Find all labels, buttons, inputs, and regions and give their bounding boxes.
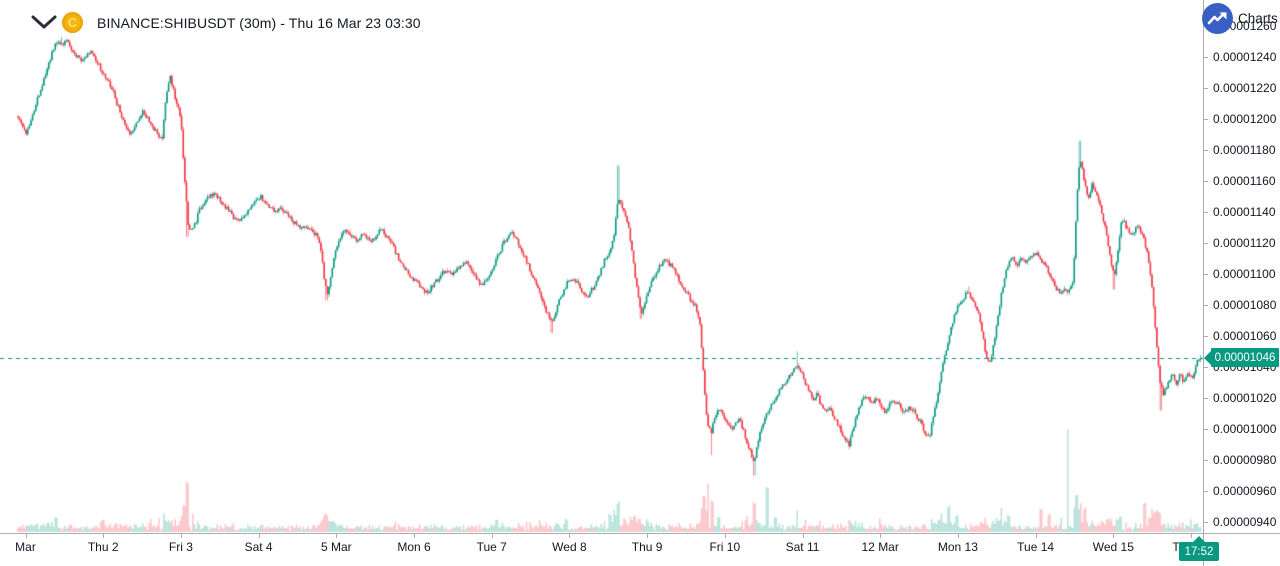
- time-tick-mark: [1191, 534, 1192, 538]
- time-tick-mark: [336, 534, 338, 538]
- countdown-notch-icon: [1193, 536, 1205, 542]
- time-tick-mark: [724, 534, 726, 538]
- price-axis-label: 0.00001100: [1213, 267, 1276, 281]
- time-tick-mark: [802, 534, 804, 538]
- price-tick-mark: [1204, 211, 1208, 213]
- collapse-chart-button[interactable]: [30, 10, 58, 34]
- time-axis-label: 12 Mar: [861, 540, 899, 554]
- price-tick-mark: [1204, 490, 1208, 492]
- time-axis-label: Thu 9: [631, 540, 663, 554]
- time-axis-label: 5 Mar: [320, 540, 352, 554]
- last-price-tag: 0.00001046: [1204, 348, 1280, 368]
- price-axis-label: 0.00000980: [1213, 453, 1277, 467]
- price-axis-label: 0.00001220: [1213, 81, 1277, 95]
- time-tick-mark: [957, 534, 959, 538]
- time-axis-label: Tue 14: [1017, 540, 1055, 554]
- price-tick-mark: [1204, 428, 1208, 430]
- time-axis-label: Sat 4: [244, 540, 273, 554]
- last-price-tag-arrow: [1204, 350, 1211, 365]
- price-axis-label: 0.00000940: [1213, 515, 1277, 529]
- price-axis-label: 0.00001180: [1213, 143, 1276, 157]
- tradingview-logo-icon: [1202, 3, 1233, 34]
- symbol-title: BINANCE:SHIBUSDT (30m) - Thu 16 Mar 23 0…: [97, 15, 421, 31]
- time-axis-label: Mar: [15, 540, 36, 554]
- time-tick-mark: [180, 534, 182, 538]
- price-tick-mark: [1204, 87, 1208, 89]
- tradingview-attribution-link[interactable]: Charts by TradingView: [1202, 3, 1280, 34]
- price-axis[interactable]: 0.00001260 0.00001240 0.00001220 0.00001200…: [1204, 0, 1280, 533]
- time-tick-mark: [491, 534, 493, 538]
- price-tick-mark: [1204, 397, 1208, 399]
- time-axis-label: Wed 15: [1092, 540, 1134, 554]
- price-axis-label: 0.00000960: [1213, 484, 1277, 498]
- price-axis-label: 0.00001140: [1213, 205, 1276, 219]
- time-axis-label: Wed 8: [552, 540, 587, 554]
- price-axis-label: 0.00001200: [1213, 112, 1277, 126]
- time-tick-mark: [569, 534, 571, 538]
- time-tick-mark: [25, 534, 27, 538]
- tradingview-attribution-label: Charts by TradingView: [1238, 11, 1280, 26]
- price-axis-label: 0.00001020: [1213, 391, 1277, 405]
- time-tick-mark: [880, 534, 882, 538]
- countdown-value: 17:52: [1184, 545, 1214, 558]
- price-axis-label: 0.00001060: [1213, 329, 1277, 343]
- time-axis-label: Mon 13: [937, 540, 978, 554]
- price-axis-label: 0.00001120: [1213, 236, 1276, 250]
- price-tick-mark: [1204, 180, 1208, 182]
- coin-icon: C: [62, 12, 83, 33]
- price-tick-mark: [1204, 304, 1208, 306]
- chevron-down-icon: [31, 15, 57, 29]
- time-tick-mark: [414, 534, 415, 538]
- time-tick-mark: [1035, 534, 1037, 538]
- price-tick-mark: [1204, 56, 1208, 58]
- time-axis-label: Thu 2: [87, 540, 119, 554]
- price-tick-mark: [1204, 335, 1208, 337]
- price-tick-mark: [1204, 149, 1208, 151]
- time-tick-mark: [1113, 534, 1115, 538]
- time-axis[interactable]: Mar Thu 2 Fri 3 Sat 4 5 Mar Mon 6 Tue 7 Wed 8 Th…: [0, 534, 1210, 566]
- bar-countdown: 17:52: [1179, 536, 1219, 561]
- time-axis-border: [0, 533, 1280, 534]
- time-tick-mark: [647, 534, 649, 538]
- price-tick-mark: [1204, 521, 1208, 523]
- price-axis-border: [1203, 0, 1204, 566]
- price-tick-mark: [1204, 273, 1208, 275]
- price-tick-mark: [1204, 459, 1208, 461]
- chart-header: C BINANCE:SHIBUSDT (30m) - Thu 16 Mar 23…: [0, 0, 900, 44]
- time-tick-mark: [103, 534, 105, 538]
- last-price-value: 0.00001046: [1214, 351, 1276, 364]
- price-axis-label: 0.00001080: [1213, 298, 1277, 312]
- last-price-tag-body: [1211, 348, 1279, 368]
- time-axis-label: Fri 3: [168, 540, 193, 554]
- price-tick-mark: [1204, 118, 1208, 120]
- price-tick-mark: [1204, 366, 1208, 368]
- time-axis-label: Fri 10: [709, 540, 741, 554]
- price-tick-mark: [1204, 242, 1208, 244]
- time-axis-label: Sat 11: [785, 540, 820, 554]
- price-axis-label: 0.00001160: [1213, 174, 1276, 188]
- price-axis-label: 0.00001240: [1213, 50, 1277, 64]
- time-axis-label: Tue 7: [476, 540, 507, 554]
- time-axis-label: Mon 6: [397, 540, 431, 554]
- candlestick-chart[interactable]: [0, 0, 1203, 533]
- price-axis-label: 0.00001000: [1213, 422, 1277, 436]
- time-tick-mark: [258, 534, 260, 538]
